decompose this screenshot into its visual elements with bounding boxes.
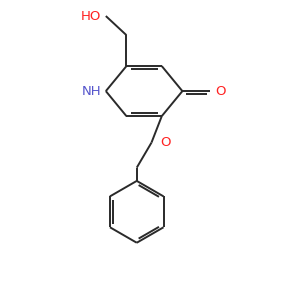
Text: NH: NH: [82, 85, 101, 98]
Text: O: O: [160, 136, 171, 149]
Text: O: O: [215, 85, 225, 98]
Text: HO: HO: [81, 10, 101, 22]
